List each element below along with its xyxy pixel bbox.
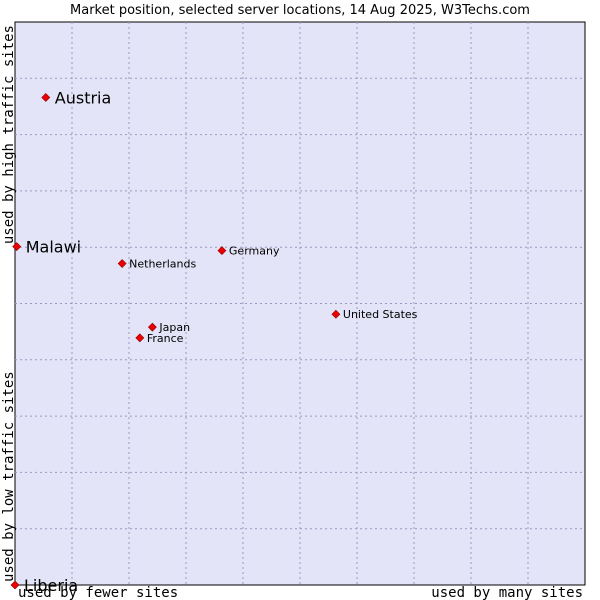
point-united-states[interactable]: United States xyxy=(331,308,418,321)
point-marker-austria[interactable] xyxy=(41,93,51,102)
y-axis-label-top: used by high traffic sites xyxy=(1,25,17,244)
point-france[interactable]: France xyxy=(135,332,184,345)
point-austria[interactable]: Austria xyxy=(41,88,112,107)
point-marker-united-states[interactable] xyxy=(331,309,341,319)
point-marker-netherlands[interactable] xyxy=(117,259,127,268)
point-marker-liberia[interactable] xyxy=(10,580,20,590)
point-marker-malawi[interactable] xyxy=(12,242,22,252)
point-label-united-states: United States xyxy=(343,308,418,321)
point-germany[interactable]: Germany xyxy=(217,245,280,258)
point-label-austria: Austria xyxy=(55,88,112,107)
point-label-germany: Germany xyxy=(229,245,280,258)
chart-title: Market position, selected server locatio… xyxy=(70,3,530,18)
point-liberia[interactable]: Liberia xyxy=(10,576,78,595)
point-marker-france[interactable] xyxy=(135,333,145,343)
point-malawi[interactable]: Malawi xyxy=(12,238,81,257)
point-marker-japan[interactable] xyxy=(147,322,157,332)
point-label-japan: Japan xyxy=(158,321,190,334)
y-axis-label-bottom: used by low traffic sites xyxy=(1,371,17,582)
point-label-netherlands: Netherlands xyxy=(129,258,196,271)
x-axis-label-left: used by fewer sites xyxy=(18,585,178,600)
grid-lines xyxy=(15,22,585,585)
x-axis-label-right: used by many sites xyxy=(431,585,583,600)
data-points: Austria Malawi Germany Netherlands United St… xyxy=(10,88,418,595)
point-marker-germany[interactable] xyxy=(217,246,227,256)
point-label-malawi: Malawi xyxy=(26,238,81,257)
point-label-france: France xyxy=(147,332,184,345)
point-japan[interactable]: Japan xyxy=(147,321,190,334)
point-label-liberia: Liberia xyxy=(24,576,78,595)
point-netherlands[interactable]: Netherlands xyxy=(117,258,196,271)
